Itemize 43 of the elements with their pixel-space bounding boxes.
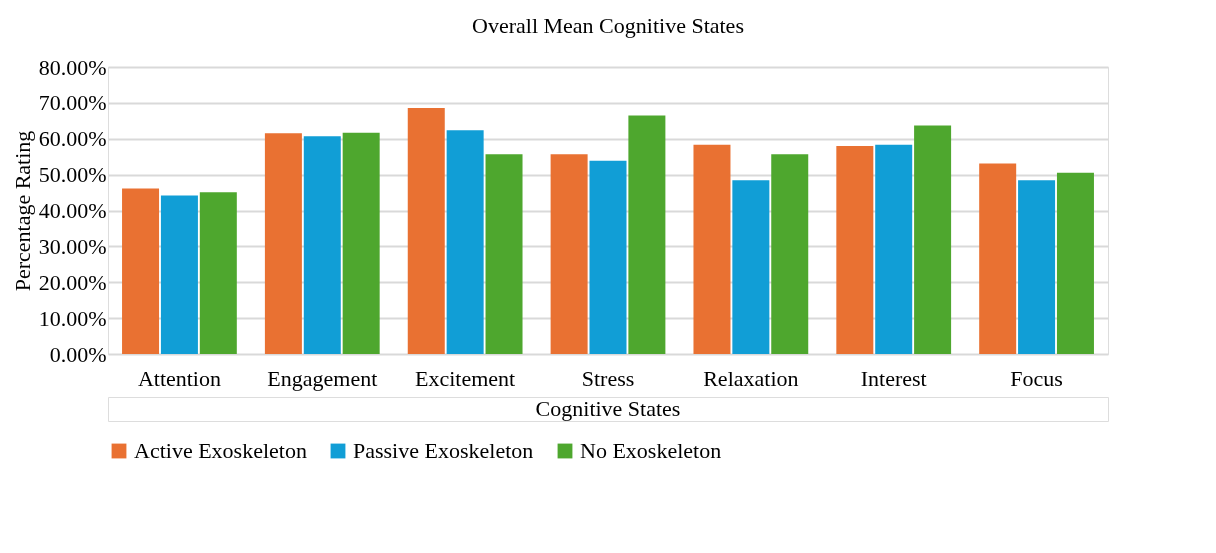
bar: [693, 144, 731, 354]
bar: [1056, 172, 1094, 354]
bar: [407, 107, 445, 354]
legend-label: No Exoskeleton: [580, 438, 722, 463]
x-tick-label: Engagement: [267, 365, 378, 391]
x-tick-label: Interest: [860, 365, 927, 391]
bar: [589, 160, 627, 354]
y-tick-label: 70.00%: [38, 90, 107, 116]
legend-label: Passive Exoskeleton: [353, 438, 534, 463]
bar: [914, 125, 952, 354]
y-tick-label: 80.00%: [38, 54, 107, 80]
bar: [342, 132, 380, 354]
bar: [122, 188, 160, 354]
bar: [732, 180, 770, 354]
bar: [303, 136, 341, 354]
bar: [550, 154, 588, 354]
bar: [485, 154, 523, 354]
legend-label: Active Exoskeleton: [134, 438, 307, 463]
bar: [979, 163, 1017, 354]
y-tick-label: 40.00%: [38, 198, 107, 223]
bar: [628, 115, 666, 354]
y-tick-label: 0.00%: [49, 341, 107, 367]
bar: [771, 154, 809, 354]
bar: [160, 195, 198, 354]
bar: [875, 144, 913, 354]
x-axis-title: Cognitive States: [535, 396, 681, 421]
bar: [446, 130, 484, 354]
x-tick-label: Stress: [581, 365, 635, 391]
bar: [1018, 180, 1056, 354]
x-tick-label: Relaxation: [703, 365, 799, 391]
y-tick-label: 50.00%: [38, 162, 107, 188]
chart-title: Overall Mean Cognitive States: [472, 13, 744, 38]
y-tick-label: 30.00%: [38, 233, 107, 259]
bar: [836, 145, 874, 354]
bar: [199, 192, 237, 354]
y-tick-label: 60.00%: [38, 126, 107, 152]
y-tick-label: 20.00%: [38, 269, 107, 295]
x-tick-label: Excitement: [415, 365, 516, 391]
y-axis-title: Percentage Rating: [9, 130, 35, 292]
x-tick-label: Attention: [137, 365, 221, 391]
x-tick-label: Focus: [1010, 365, 1063, 391]
y-tick-label: 10.00%: [38, 305, 107, 331]
bar: [264, 133, 302, 354]
